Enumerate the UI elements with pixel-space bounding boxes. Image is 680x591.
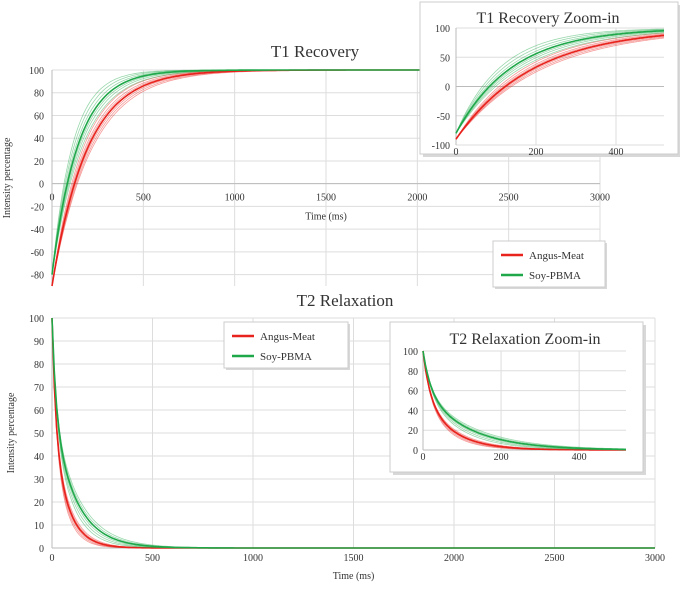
series-line	[455, 35, 664, 140]
x-tick-label: 2000	[444, 553, 464, 564]
y-tick-label: 60	[34, 111, 44, 122]
x-axis-label: Time (ms)	[305, 212, 347, 223]
y-tick-label: 80	[408, 367, 418, 378]
series-line	[422, 350, 626, 451]
y-tick-label: 0	[413, 446, 418, 457]
y-tick-label: -20	[31, 202, 44, 213]
series-angus-meat	[455, 32, 665, 140]
x-tick-label: 3000	[590, 193, 610, 204]
y-axis-label: Intensity percentage	[6, 392, 17, 473]
series-line	[455, 34, 665, 140]
y-tick-label: -50	[437, 112, 450, 123]
y-tick-label: 30	[34, 475, 44, 486]
legend-box	[223, 321, 349, 369]
x-tick-label: 1500	[344, 553, 364, 564]
y-tick-label: 20	[408, 426, 418, 437]
chart-title: T2 Relaxation	[297, 291, 394, 310]
y-tick-label: 100	[435, 24, 450, 35]
y-axis-label: Intensity percentage	[2, 137, 13, 218]
y-tick-label: -40	[31, 225, 44, 236]
x-tick-label: 2500	[499, 193, 519, 204]
series-line	[455, 29, 664, 134]
x-tick-label: 3000	[645, 553, 665, 564]
x-tick-label: 1000	[243, 553, 263, 564]
y-tick-label: 10	[34, 521, 44, 532]
x-tick-label: 200	[529, 147, 544, 158]
y-tick-label: 40	[34, 134, 44, 145]
y-tick-label: -60	[31, 248, 44, 259]
series-line	[422, 350, 626, 451]
series-line	[455, 29, 664, 134]
y-tick-label: 0	[39, 544, 44, 555]
series-line	[455, 31, 665, 134]
series-line	[51, 317, 655, 549]
legend-label: Angus-Meat	[529, 250, 584, 262]
series-line	[51, 317, 655, 549]
x-axis-label: Time (ms)	[333, 571, 375, 582]
y-tick-label: 60	[34, 406, 44, 417]
x-tick-label: 400	[572, 452, 587, 463]
series-line	[455, 29, 665, 134]
y-tick-label: 0	[445, 83, 450, 94]
chart-title: T1 Recovery	[271, 42, 360, 61]
series-line	[455, 28, 664, 134]
series-line	[51, 317, 655, 549]
series-soy-pbma	[51, 317, 655, 549]
x-tick-label: 2500	[545, 553, 565, 564]
series-line	[455, 32, 664, 134]
series-angus-meat	[422, 350, 626, 451]
x-tick-label: 2000	[407, 193, 427, 204]
series-soy-pbma	[455, 28, 665, 134]
x-tick-label: 0	[454, 147, 459, 158]
x-tick-label: 0	[50, 553, 55, 564]
y-tick-label: 0	[39, 180, 44, 191]
chart-t2zoom: 0 200 400 0 20 40 60 80 100 T2 Relaxation Zoom-in	[389, 321, 646, 475]
y-tick-label: 20	[34, 157, 44, 168]
y-tick-label: -80	[31, 271, 44, 282]
y-tick-label: 100	[29, 66, 44, 77]
y-tick-label: 80	[34, 360, 44, 371]
legend-label: Angus-Meat	[260, 331, 315, 343]
x-tick-label: 400	[609, 147, 624, 158]
y-tick-label: 40	[34, 452, 44, 463]
legend-box	[492, 240, 606, 288]
chart-title: T2 Relaxation Zoom-in	[449, 331, 600, 348]
legend-label: Soy-PBMA	[529, 270, 581, 282]
series-line	[455, 34, 665, 140]
series-line	[422, 350, 627, 450]
series-line	[422, 350, 626, 450]
series-line	[422, 350, 626, 451]
x-tick-label: 1000	[225, 193, 245, 204]
y-tick-label: -100	[432, 141, 450, 152]
x-tick-label: 200	[494, 452, 509, 463]
series-line	[455, 37, 665, 140]
series-soy-pbma	[422, 350, 627, 451]
y-tick-label: 80	[34, 89, 44, 100]
y-tick-label: 90	[34, 337, 44, 348]
series-line	[455, 32, 665, 140]
x-tick-label: 500	[145, 553, 160, 564]
y-tick-label: 20	[34, 498, 44, 509]
series-line	[455, 36, 665, 140]
legend-label: Soy-PBMA	[260, 351, 312, 363]
y-tick-label: 50	[34, 429, 44, 440]
x-tick-label: 1500	[316, 193, 336, 204]
legend: Angus-Meat Soy-PBMA	[492, 240, 607, 289]
y-tick-label: 100	[29, 314, 44, 325]
y-tick-label: 100	[403, 347, 418, 358]
y-tick-label: 50	[440, 53, 450, 64]
chart-title: T1 Recovery Zoom-in	[476, 10, 619, 27]
y-tick-label: 40	[408, 406, 418, 417]
series-line	[455, 33, 665, 140]
chart-t1zoom: 0 200 400 -100 -50 0 50 100 T1 Recovery Zoom-in	[419, 1, 680, 158]
series-line	[455, 30, 664, 134]
series-line	[422, 350, 626, 451]
x-tick-label: 0	[421, 452, 426, 463]
legend: Angus-Meat Soy-PBMA	[223, 321, 350, 370]
x-tick-label: 500	[136, 193, 151, 204]
y-tick-label: 70	[34, 383, 44, 394]
y-tick-label: 60	[408, 387, 418, 398]
